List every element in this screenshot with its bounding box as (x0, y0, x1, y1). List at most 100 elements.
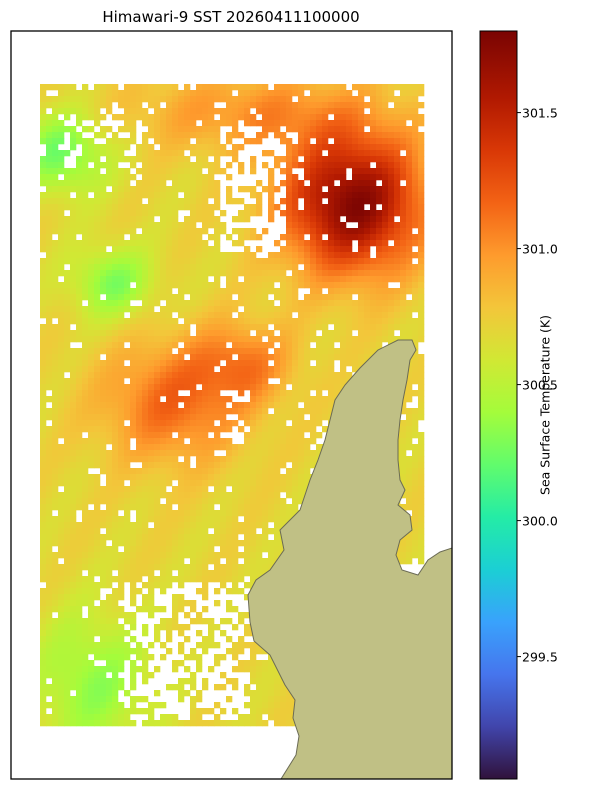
sst-cell (286, 228, 293, 235)
sst-cell (298, 414, 305, 421)
sst-cell (112, 486, 119, 493)
sst-cell (304, 240, 311, 247)
sst-cell (406, 204, 413, 211)
sst-cell (214, 480, 221, 487)
sst-cell (334, 162, 341, 169)
sst-cell (400, 324, 407, 331)
sst-cell (238, 612, 245, 619)
sst-cell (346, 132, 353, 139)
sst-cell (412, 180, 419, 187)
sst-cell (52, 348, 59, 355)
sst-cell (322, 252, 329, 259)
sst-cell (148, 306, 155, 313)
sst-cell (154, 114, 161, 121)
sst-cell (64, 102, 71, 109)
sst-cell (394, 126, 401, 133)
sst-cell (130, 228, 137, 235)
sst-cell (268, 90, 275, 97)
sst-cell (106, 414, 113, 421)
sst-cell (244, 408, 251, 415)
sst-cell (136, 516, 143, 523)
sst-cell (274, 156, 281, 163)
sst-cell (46, 594, 53, 601)
sst-cell (244, 354, 251, 361)
sst-cell (316, 276, 323, 283)
sst-cell (70, 372, 77, 379)
sst-cell (64, 480, 71, 487)
sst-cell (142, 384, 149, 391)
sst-cell (412, 174, 419, 181)
sst-cell (160, 558, 167, 565)
sst-cell (382, 312, 389, 319)
sst-cell (256, 522, 263, 529)
sst-cell (226, 348, 233, 355)
sst-cell (148, 210, 155, 217)
sst-cell (124, 228, 131, 235)
sst-cell (46, 342, 53, 349)
sst-cell (286, 294, 293, 301)
sst-cell (208, 378, 215, 385)
sst-cell (82, 510, 89, 517)
sst-cell (202, 420, 209, 427)
sst-cell (46, 114, 53, 121)
sst-cell (220, 306, 227, 313)
sst-cell (148, 132, 155, 139)
sst-cell (394, 150, 401, 157)
sst-cell (124, 396, 131, 403)
sst-cell (112, 318, 119, 325)
sst-cell (112, 348, 119, 355)
sst-cell (220, 312, 227, 319)
sst-cell (346, 144, 353, 151)
sst-cell (106, 90, 113, 97)
sst-cell (406, 180, 413, 187)
sst-cell (244, 210, 251, 217)
sst-cell (106, 348, 113, 355)
sst-cell (316, 366, 323, 373)
sst-cell (262, 504, 269, 511)
sst-cell (280, 210, 287, 217)
sst-cell (400, 102, 407, 109)
sst-cell (208, 504, 215, 511)
sst-cell (412, 216, 419, 223)
sst-cell (316, 246, 323, 253)
sst-cell (154, 480, 161, 487)
sst-cell (400, 96, 407, 103)
sst-cell (244, 462, 251, 469)
sst-cell (184, 546, 191, 553)
sst-cell (226, 366, 233, 373)
sst-cell (154, 174, 161, 181)
sst-cell (334, 372, 341, 379)
sst-cell (232, 384, 239, 391)
sst-cell (106, 504, 113, 511)
sst-cell (208, 96, 215, 103)
sst-cell (190, 402, 197, 409)
sst-cell (70, 222, 77, 229)
sst-cell (142, 600, 149, 607)
sst-cell (382, 138, 389, 145)
sst-cell (334, 264, 341, 271)
sst-cell (376, 144, 383, 151)
sst-cell (52, 246, 59, 253)
sst-cell (202, 144, 209, 151)
sst-cell (82, 468, 89, 475)
sst-cell (130, 240, 137, 247)
sst-cell (394, 180, 401, 187)
sst-cell (400, 546, 407, 553)
sst-cell (412, 534, 419, 541)
sst-cell (280, 234, 287, 241)
sst-cell (328, 168, 335, 175)
sst-cell (190, 606, 197, 613)
sst-cell (304, 246, 311, 253)
sst-cell (70, 510, 77, 517)
sst-cell (106, 378, 113, 385)
sst-cell (208, 534, 215, 541)
sst-cell (250, 552, 257, 559)
sst-cell (370, 84, 377, 91)
sst-cell (280, 504, 287, 511)
sst-cell (94, 552, 101, 559)
sst-cell (220, 402, 227, 409)
sst-cell (388, 246, 395, 253)
sst-cell (124, 168, 131, 175)
sst-cell (316, 108, 323, 115)
sst-cell (46, 552, 53, 559)
